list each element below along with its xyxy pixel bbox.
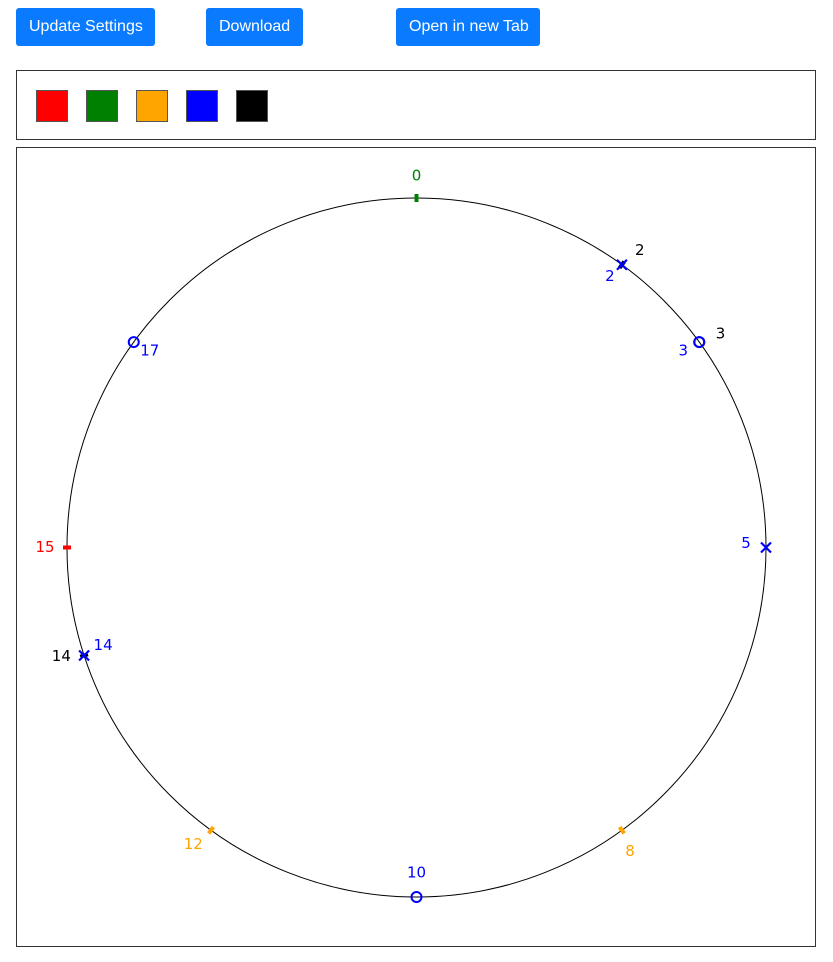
cross-mark xyxy=(760,541,772,554)
swatch-blue[interactable] xyxy=(186,90,218,122)
swatch-orange[interactable] xyxy=(136,90,168,122)
circle-mark xyxy=(127,336,140,349)
dial-marker: 5 xyxy=(741,534,772,554)
dial-svg: 0 2 2 3 3 5 8 10 12 14 14 15 17 xyxy=(35,167,772,903)
circle-mark xyxy=(693,336,706,349)
tick-mark xyxy=(207,825,216,835)
dial-marker: 3 xyxy=(693,324,726,349)
cross-mark xyxy=(616,258,628,271)
marker-label: 5 xyxy=(741,534,751,552)
swatch-green[interactable] xyxy=(86,90,118,122)
dial-circle xyxy=(66,197,767,898)
marker-label: 3 xyxy=(716,324,726,342)
tick-mark xyxy=(617,825,626,835)
dial-marker: 15 xyxy=(35,538,71,556)
color-palette xyxy=(16,70,816,140)
dial-marker: 8 xyxy=(617,825,635,860)
dial-canvas: 0 2 2 3 3 5 8 10 12 14 14 15 17 xyxy=(16,147,816,947)
marker-label: 8 xyxy=(625,842,635,860)
swatch-black[interactable] xyxy=(236,90,268,122)
marker-label: 14 xyxy=(52,647,71,665)
dial-marker: 0 xyxy=(412,167,422,202)
swatch-red[interactable] xyxy=(36,90,68,122)
marker-label: 2 xyxy=(605,267,615,285)
download-button[interactable]: Download xyxy=(206,8,303,46)
marker-label: 15 xyxy=(35,538,54,556)
cross-mark xyxy=(78,649,90,662)
marker-label: 10 xyxy=(407,864,426,882)
dial-marker: 10 xyxy=(407,864,426,903)
marker-label: 12 xyxy=(184,835,203,853)
open-in-new-tab-button[interactable]: Open in new Tab xyxy=(396,8,540,46)
marker-label: 14 xyxy=(94,636,113,654)
update-settings-button[interactable]: Update Settings xyxy=(16,8,155,46)
dial-marker: 14 xyxy=(78,636,113,662)
dial-marker: 17 xyxy=(127,336,159,360)
dial-marker: 3 xyxy=(678,336,706,360)
marker-label: 0 xyxy=(412,167,422,185)
marker-label: 2 xyxy=(635,241,645,259)
marker-label: 3 xyxy=(678,342,688,360)
circle-mark xyxy=(410,891,423,903)
dial-marker: 2 xyxy=(605,258,628,285)
marker-label: 17 xyxy=(140,342,159,360)
dial-marker: 12 xyxy=(184,825,216,853)
